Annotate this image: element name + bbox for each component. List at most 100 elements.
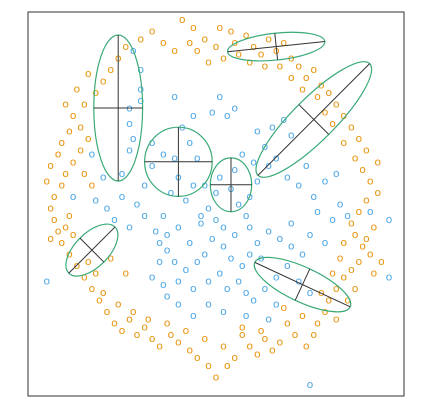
point-blue: o [171, 255, 178, 268]
point-orange: o [220, 340, 227, 353]
point-blue: o [111, 213, 118, 226]
point-blue: o [231, 163, 238, 176]
point-blue: o [190, 282, 197, 295]
point-blue: o [149, 136, 156, 149]
point-orange: o [58, 136, 65, 149]
point-orange: o [295, 59, 302, 72]
point-orange: o [175, 336, 182, 349]
point-orange: o [213, 370, 220, 383]
ellipse-group [93, 34, 144, 182]
point-blue: o [186, 136, 193, 149]
point-orange: o [66, 209, 73, 222]
point-blue: o [119, 167, 126, 180]
point-orange: o [243, 29, 250, 42]
point-orange: o [367, 247, 374, 260]
point-blue: o [89, 148, 96, 161]
point-orange: o [231, 351, 238, 364]
point-blue: o [130, 132, 137, 145]
point-orange: o [363, 144, 370, 157]
point-orange: o [81, 98, 88, 111]
point-orange: o [74, 82, 81, 95]
point-orange: o [70, 155, 77, 168]
point-blue: o [156, 236, 163, 249]
point-orange: o [62, 98, 69, 111]
point-blue: o [284, 259, 291, 272]
point-orange: o [224, 359, 231, 372]
point-blue: o [337, 198, 344, 211]
point-orange: o [183, 324, 190, 337]
point-orange: o [352, 228, 359, 241]
point-orange: o [186, 36, 193, 49]
point-blue: o [152, 224, 159, 237]
point-blue: o [220, 221, 227, 234]
point-orange: o [201, 332, 208, 345]
point-blue: o [126, 221, 133, 234]
ellipse-group [226, 31, 326, 62]
point-orange: o [359, 240, 366, 253]
point-orange: o [356, 255, 363, 268]
point-blue: o [220, 305, 227, 318]
point-blue: o [250, 155, 257, 168]
point-orange: o [299, 309, 306, 322]
point-orange: o [303, 340, 310, 353]
ellipse-group [209, 157, 253, 213]
point-blue: o [224, 282, 231, 295]
point-blue: o [250, 294, 257, 307]
point-blue: o [329, 213, 336, 226]
point-orange: o [55, 224, 62, 237]
point-orange: o [58, 178, 65, 191]
point-blue: o [164, 290, 171, 303]
point-blue: o [119, 190, 126, 203]
point-blue: o [160, 278, 167, 291]
point-orange: o [149, 332, 156, 345]
point-orange: o [314, 317, 321, 330]
point-blue: o [273, 297, 280, 310]
point-orange: o [340, 271, 347, 284]
point-orange: o [85, 67, 92, 80]
point-orange: o [340, 236, 347, 249]
point-orange: o [239, 328, 246, 341]
point-orange: o [292, 328, 299, 341]
point-blue: o [216, 90, 223, 103]
point-orange: o [374, 155, 381, 168]
point-orange: o [340, 136, 347, 149]
point-blue: o [168, 186, 175, 199]
point-orange: o [201, 32, 208, 45]
point-orange: o [371, 267, 378, 280]
point-orange: o [186, 343, 193, 356]
point-blue: o [190, 178, 197, 191]
point-orange: o [258, 48, 265, 61]
point-orange: o [216, 21, 223, 34]
point-orange: o [100, 286, 107, 299]
point-orange: o [190, 21, 197, 34]
point-blue: o [92, 194, 99, 207]
point-orange: o [310, 63, 317, 76]
point-blue: o [265, 159, 272, 172]
point-orange: o [51, 213, 58, 226]
point-blue: o [307, 286, 314, 299]
point-orange: o [205, 359, 212, 372]
point-blue: o [171, 151, 178, 164]
point-orange: o [81, 271, 88, 284]
ellipse-group [65, 223, 119, 277]
point-blue: o [164, 228, 171, 241]
point-blue: o [194, 151, 201, 164]
point-blue: o [288, 217, 295, 230]
point-orange: o [47, 159, 54, 172]
point-orange: o [329, 117, 336, 130]
point-orange: o [325, 86, 332, 99]
point-blue: o [265, 313, 272, 326]
point-blue: o [243, 209, 250, 222]
point-blue: o [246, 247, 253, 260]
point-blue: o [243, 309, 250, 322]
point-orange: o [104, 305, 111, 318]
point-orange: o [363, 232, 370, 245]
point-blue: o [265, 224, 272, 237]
point-orange: o [77, 144, 84, 157]
point-blue: o [254, 236, 261, 249]
point-orange: o [239, 320, 246, 333]
point-orange: o [344, 294, 351, 307]
point-orange: o [119, 324, 126, 337]
point-orange: o [115, 297, 122, 310]
point-orange: o [194, 44, 201, 57]
